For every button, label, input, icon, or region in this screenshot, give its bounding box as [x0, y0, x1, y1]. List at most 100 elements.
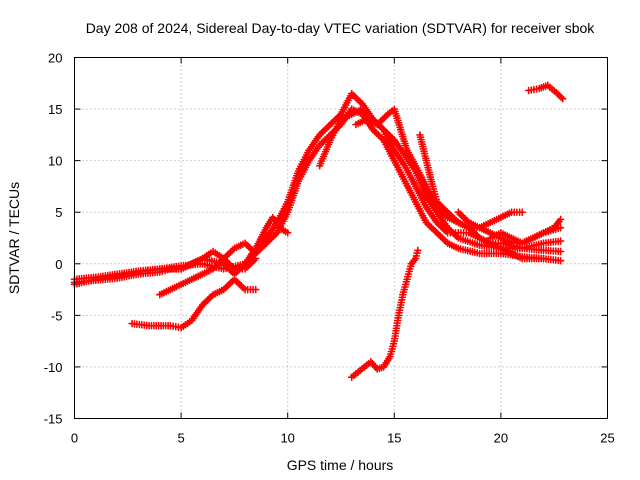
data-point — [542, 257, 545, 260]
data-point — [403, 164, 407, 167]
data-point — [538, 87, 541, 90]
data-point — [361, 107, 364, 111]
data-point — [542, 241, 545, 245]
data-point — [435, 205, 439, 209]
data-point — [233, 267, 236, 271]
data-point — [510, 211, 513, 214]
y-tick-label: 15 — [48, 102, 62, 117]
data-point — [158, 293, 161, 296]
data-point — [559, 218, 562, 221]
x-tick-label: 10 — [280, 431, 294, 446]
data-point — [339, 118, 343, 121]
data-point — [222, 267, 225, 271]
data-point — [478, 244, 481, 247]
data-point — [531, 236, 535, 240]
data-point — [393, 107, 396, 111]
data-point — [414, 185, 417, 188]
y-tick-label: 0 — [55, 257, 62, 272]
data-point — [233, 247, 236, 250]
data-point — [254, 257, 257, 260]
series-pass-8 — [416, 131, 548, 263]
data-point — [350, 107, 353, 111]
data-point — [254, 288, 257, 291]
data-point — [478, 252, 481, 255]
data-point — [403, 154, 407, 157]
data-point — [361, 113, 364, 116]
x-tick-label: 15 — [387, 431, 401, 446]
data-point — [467, 226, 471, 229]
data-point — [414, 257, 417, 260]
data-point — [401, 293, 405, 296]
data-point — [388, 355, 392, 358]
data-point — [489, 241, 492, 245]
data-point — [499, 236, 503, 240]
y-tick-label: -5 — [51, 308, 63, 323]
data-point — [318, 143, 321, 147]
data-point — [350, 92, 353, 95]
data-point — [446, 231, 449, 235]
y-tick-label: 20 — [48, 51, 62, 66]
data-point — [286, 231, 289, 235]
data-point — [521, 211, 524, 214]
data-point — [416, 249, 419, 252]
y-tick-label: 10 — [48, 154, 62, 169]
data-point — [397, 314, 400, 317]
data-point — [446, 211, 449, 214]
data-point — [243, 267, 247, 271]
data-point — [510, 241, 513, 245]
data-point — [446, 241, 449, 245]
data-point — [233, 272, 236, 276]
y-axis-label: SDTVAR / TECUs — [6, 182, 22, 294]
x-tick-label: 20 — [494, 431, 508, 446]
data-point — [211, 293, 215, 296]
data-point — [179, 283, 183, 286]
data-point — [361, 102, 364, 106]
data-point — [457, 247, 460, 250]
data-point — [431, 185, 434, 188]
data-point — [467, 231, 471, 235]
data-point — [446, 216, 449, 219]
data-point — [243, 288, 247, 291]
data-point — [382, 365, 385, 369]
data-point — [510, 236, 513, 240]
data-point — [115, 277, 119, 280]
data-point — [222, 257, 225, 260]
data-point — [137, 272, 140, 276]
data-point — [425, 205, 428, 209]
data-point — [356, 370, 360, 374]
data-point — [414, 200, 417, 204]
data-point — [435, 231, 439, 235]
series-pass-10 — [486, 215, 565, 247]
data-point — [369, 360, 373, 363]
data-point — [265, 236, 268, 240]
data-point — [243, 241, 247, 245]
data-point — [425, 221, 428, 224]
data-point — [297, 169, 300, 173]
x-tick-label: 0 — [71, 431, 78, 446]
data-point — [382, 128, 385, 131]
data-point — [425, 195, 428, 198]
data-point — [350, 113, 353, 116]
series-pass-9 — [454, 208, 526, 232]
data-point — [403, 180, 407, 183]
series-pass-12 — [524, 81, 567, 103]
data-point — [386, 113, 390, 116]
data-point — [561, 97, 564, 100]
data-point — [457, 211, 460, 214]
data-point — [382, 138, 385, 142]
data-point — [489, 221, 492, 224]
data-point — [350, 376, 353, 379]
data-point — [546, 84, 550, 87]
data-point — [169, 324, 172, 327]
data-point — [435, 221, 439, 224]
data-point — [457, 236, 460, 240]
data-point — [489, 231, 492, 235]
data-point — [559, 250, 562, 253]
data-point — [179, 267, 183, 271]
data-point — [499, 241, 503, 245]
data-point — [169, 288, 172, 291]
data-point — [201, 303, 204, 307]
data-point — [222, 262, 225, 265]
data-point — [521, 247, 524, 250]
data-point — [499, 252, 503, 255]
